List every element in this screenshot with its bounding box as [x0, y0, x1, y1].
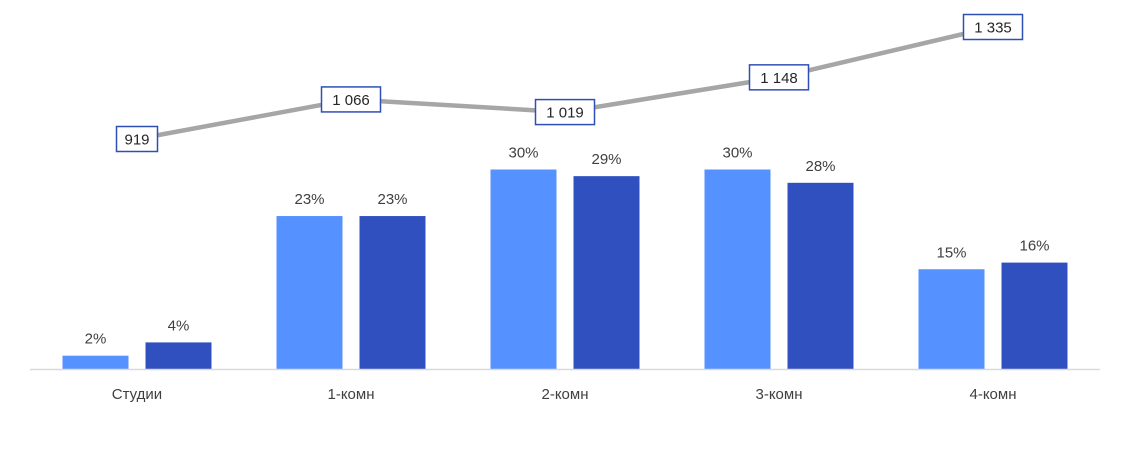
bar-1-5	[918, 269, 985, 369]
bar-value-label: 28%	[805, 158, 835, 175]
category-labels-layer: Студии 1-комн 2-комн 3-комн 4-комн	[112, 386, 1017, 403]
bar-value-label: 29%	[591, 151, 621, 168]
line-point-label: 919	[124, 132, 149, 149]
line-point-label: 1 066	[332, 92, 370, 109]
line-point-label-box	[534, 98, 596, 126]
category-label: 1-комн	[327, 386, 374, 403]
bar-1-2	[276, 216, 343, 369]
bar-2-4	[787, 182, 854, 369]
line-point-label-box	[748, 64, 810, 91]
bar-value-label: 15%	[936, 244, 966, 261]
line-point-label: 1 019	[546, 105, 584, 122]
bars-layer	[62, 169, 1068, 369]
bar-labels-layer: 2% 4% 23% 23% 30% 29% 30% 28% 15% 16%	[85, 145, 1050, 348]
bar-2-2	[359, 216, 426, 369]
bar-value-label: 2%	[85, 331, 107, 348]
bar-value-label: 16%	[1019, 238, 1049, 255]
bar-1-4	[704, 169, 771, 369]
line-point-label-box	[320, 86, 382, 113]
line-point-label: 1 335	[974, 20, 1012, 37]
bar-2-5	[1001, 262, 1068, 369]
bar-2-3	[573, 176, 640, 369]
category-label: 3-комн	[755, 386, 802, 403]
bar-2-1	[145, 342, 212, 369]
line-point-label-box	[962, 13, 1024, 41]
category-label: Студии	[112, 386, 162, 403]
bar-value-label: 4%	[168, 317, 190, 334]
bar-1-3	[490, 169, 557, 369]
category-label: 2-комн	[541, 386, 588, 403]
bar-1-1	[62, 355, 129, 369]
line-point-label-box	[115, 125, 159, 153]
line-point-labels-layer: 919 1 066 1 019 1 148 1 335	[115, 13, 1024, 153]
bar-value-label: 30%	[722, 145, 752, 162]
line-point-label: 1 148	[760, 70, 798, 87]
bar-value-label: 23%	[294, 191, 324, 208]
bar-value-label: 23%	[377, 191, 407, 208]
bar-value-label: 30%	[508, 145, 538, 162]
category-label: 4-комн	[969, 386, 1016, 403]
